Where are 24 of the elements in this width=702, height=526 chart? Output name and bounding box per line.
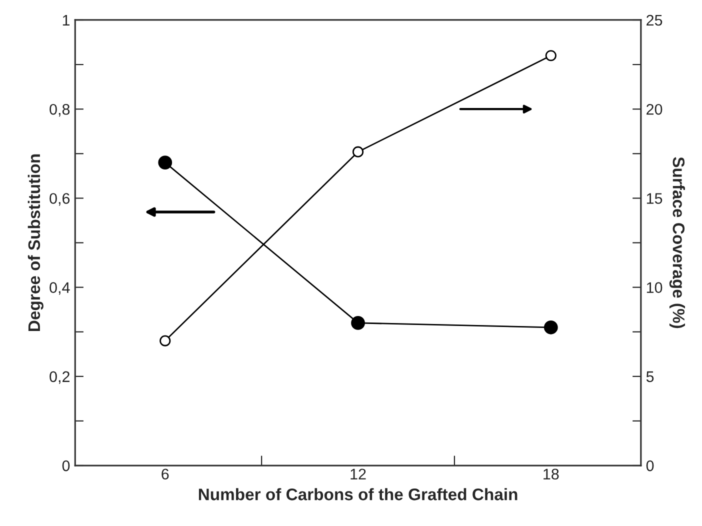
y-tick-label: 0,6 (50, 193, 70, 206)
y-tick-label: 1 (62, 15, 70, 26)
point (158, 156, 172, 170)
point (351, 316, 365, 330)
y2-tick-label: 15 (646, 193, 662, 204)
y2-tick-label: 10 (646, 282, 662, 293)
x-axis-title: Number of Carbons of the Grafted Chain (198, 488, 518, 500)
y-tick-label: 0,8 (50, 104, 70, 117)
x-tick-label: 6 (162, 468, 169, 480)
y-tick-label: 0 (62, 460, 70, 472)
y2-tick-label: 0 (646, 460, 654, 472)
point (352, 146, 364, 158)
y-axis-title: Degree of Substitution (28, 154, 44, 331)
y-tick-label: 0,4 (50, 282, 70, 295)
y2-tick-label: 25 (646, 14, 662, 26)
y2-tick-label: 5 (646, 371, 654, 382)
y2-axis-title: Surface Coverage (%) (669, 157, 685, 328)
point (544, 320, 558, 334)
x-tick-label: 12 (350, 468, 366, 480)
point (160, 335, 171, 346)
y-tick-label: 0,2 (50, 371, 70, 384)
x-tick-label: 18 (544, 468, 559, 480)
point (545, 50, 556, 62)
y2-tick-label: 20 (646, 104, 662, 115)
